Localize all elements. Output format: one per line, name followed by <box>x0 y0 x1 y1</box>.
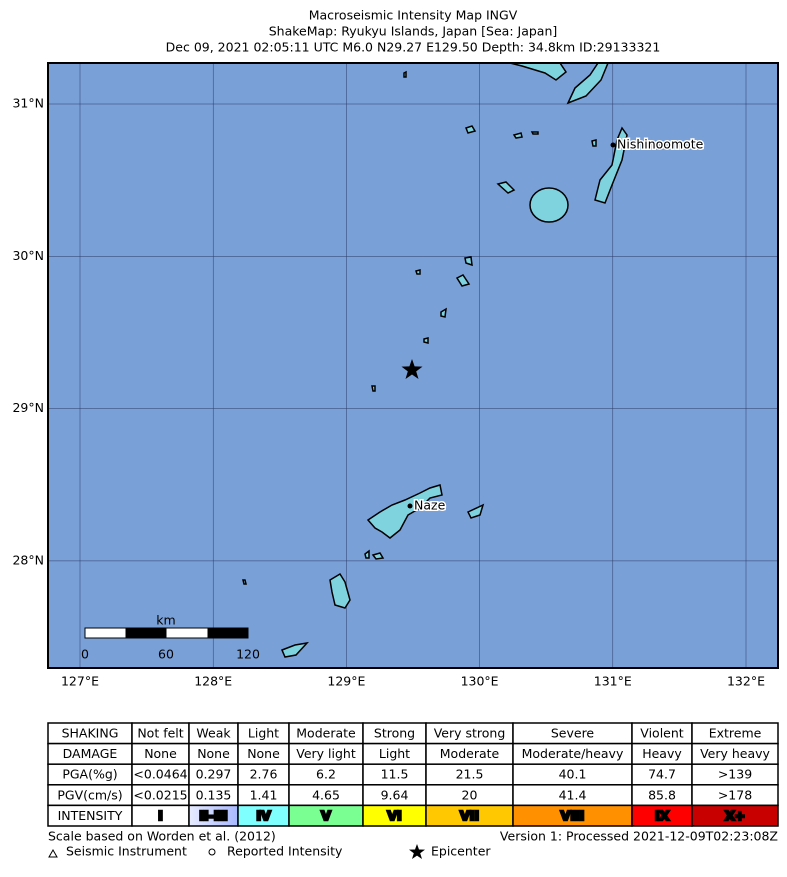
table-text: Strong <box>374 726 415 741</box>
table-text: Not felt <box>137 726 183 741</box>
table-text: Very light <box>296 746 356 761</box>
lon-label: 128°E <box>194 674 232 689</box>
lat-label: 29°N <box>12 400 44 415</box>
table-cell <box>691 804 779 827</box>
table-text: DAMAGE <box>63 746 118 761</box>
table-text: 2.76 <box>250 767 278 782</box>
reported-symbol <box>208 848 216 856</box>
table-text: 74.7 <box>648 767 676 782</box>
table-text: 20 <box>462 787 478 802</box>
lon-label: 127°E <box>61 674 99 689</box>
lon-label: 129°E <box>327 674 365 689</box>
scale-ticks: 0 60 120 <box>81 647 260 662</box>
scale-unit: km <box>156 613 175 628</box>
table-text: 85.8 <box>648 787 676 802</box>
event-info: Dec 09, 2021 02:05:11 UTC M6.0 N29.27 E1… <box>166 40 661 55</box>
table-text: I <box>158 808 163 823</box>
title: Macroseismic Intensity Map INGV <box>309 8 518 23</box>
table-text: PGA(%g) <box>62 767 117 782</box>
map-frame <box>47 62 779 669</box>
table-text: Light <box>379 746 410 761</box>
table-text: SHAKING <box>62 726 119 741</box>
table-text: 4.65 <box>312 787 340 802</box>
lon-label: 130°E <box>461 674 499 689</box>
table-text: Severe <box>551 726 595 741</box>
table-text: Violent <box>640 726 683 741</box>
table-text: VI <box>387 808 401 823</box>
table-text: IX <box>655 808 670 823</box>
table-text: Weak <box>196 726 231 741</box>
lat-label: 30°N <box>12 248 44 263</box>
table-text: VIII <box>561 808 585 823</box>
table-text: VII <box>460 808 479 823</box>
epicenter-symbol <box>409 844 425 859</box>
table-text: X+ <box>725 808 745 823</box>
table-text: >139 <box>718 767 752 782</box>
symbol-label: Epicenter <box>431 844 491 859</box>
subtitle: ShakeMap: Ryukyu Islands, Japan [Sea: Ja… <box>269 24 558 39</box>
version: Version 1: Processed 2021-12-09T02:23:08… <box>500 829 778 844</box>
table-text: Moderate <box>440 746 500 761</box>
symbol-label: Seismic Instrument <box>66 844 187 859</box>
table-text: II-III <box>199 808 227 823</box>
symbol-label: Reported Intensity <box>227 844 343 859</box>
table-text: IV <box>256 808 271 823</box>
table-text: None <box>247 746 280 761</box>
table-text: 1.41 <box>250 787 278 802</box>
table-text: Very strong <box>434 726 506 741</box>
table-text: Extreme <box>709 726 762 741</box>
table-text: 9.64 <box>381 787 409 802</box>
table-text: 0.297 <box>196 767 232 782</box>
table-text: <0.0215 <box>133 787 187 802</box>
scale-tick: 120 <box>236 647 260 662</box>
lat-label: 28°N <box>12 552 44 567</box>
epicenter <box>401 359 423 379</box>
table-text: Moderate <box>296 726 356 741</box>
legend-table: SHAKING Not felt Weak Light Moderate Strong Ve… <box>47 722 779 827</box>
table-text: <0.0464 <box>133 767 187 782</box>
table-text: 40.1 <box>559 767 587 782</box>
table-text: V <box>321 808 331 823</box>
lon-label: 132°E <box>727 674 765 689</box>
instrument-symbol <box>48 848 58 858</box>
table-text: INTENSITY <box>58 808 123 823</box>
table-text: None <box>144 746 177 761</box>
table-text: 11.5 <box>381 767 409 782</box>
scale-tick: 0 <box>81 647 89 662</box>
lon-label: 131°E <box>594 674 632 689</box>
places: Nishinoomote Naze <box>407 135 705 514</box>
place-dot <box>610 142 616 148</box>
table-text: PGV(cm/s) <box>57 787 122 802</box>
table-text: Heavy <box>642 746 682 761</box>
table-text: Very heavy <box>700 746 770 761</box>
table-text: 0.135 <box>196 787 232 802</box>
scale-tick: 60 <box>158 647 174 662</box>
table-text: >178 <box>718 787 752 802</box>
table-text: None <box>197 746 230 761</box>
table-text: Light <box>248 726 279 741</box>
place-label: Naze <box>414 498 446 513</box>
table-text: Moderate/heavy <box>522 746 624 761</box>
table-text: 41.4 <box>559 787 587 802</box>
place-dot <box>407 503 413 509</box>
scale-bar: km <box>84 613 249 639</box>
table-text: 6.2 <box>316 767 336 782</box>
lat-label: 31°N <box>12 96 44 111</box>
place-label: Nishinoomote <box>617 137 704 152</box>
table-text: 21.5 <box>456 767 484 782</box>
scale-note: Scale based on Worden et al. (2012) <box>48 829 276 844</box>
